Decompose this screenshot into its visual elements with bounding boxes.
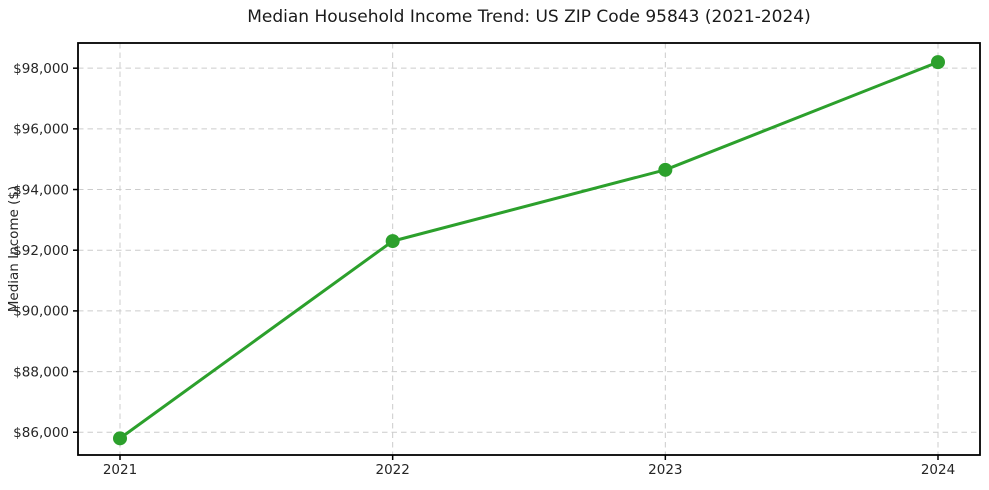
y-tick-label: $98,000 [13,61,69,77]
y-tick-label: $96,000 [13,122,69,138]
chart-title: Median Household Income Trend: US ZIP Co… [247,7,811,27]
data-point-marker [113,431,127,446]
y-tick-label: $86,000 [13,425,69,441]
data-point-marker [931,55,945,70]
x-tick-label: 2022 [375,462,409,478]
trend-line [118,60,940,440]
x-tick-label: 2023 [648,462,682,478]
y-tick-label: $92,000 [13,243,69,259]
data-point-marker [385,234,400,249]
y-tick-label: $90,000 [13,304,69,320]
y-tick-label: $88,000 [13,364,69,380]
x-tick-label: 2024 [921,462,955,478]
x-tick-label: 2021 [103,462,137,478]
data-point-marker [658,162,673,177]
y-tick-label: $94,000 [13,182,69,198]
plot-border [77,42,981,456]
